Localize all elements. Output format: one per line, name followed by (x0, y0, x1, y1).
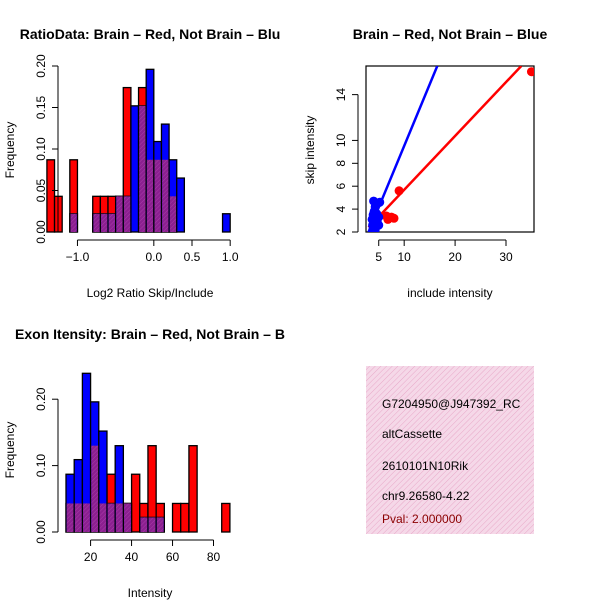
intensity-hist-bar-overlap (124, 503, 131, 532)
ratio-hist-y-tick-label: 0.05 (34, 178, 48, 202)
intensity-hist-bar-overlap (99, 503, 107, 532)
intensity-hist-bar-overlap (140, 517, 148, 532)
ratio-hist-bar-overlap (139, 105, 146, 232)
scatter-title: Brain – Red, Not Brain – Blue (353, 26, 548, 42)
scatter-y-tick-label: 14 (334, 88, 348, 102)
scatter-point-brain (381, 211, 391, 221)
scatter-ylabel: skip intensity (303, 116, 317, 185)
scatter-xlabel: include intensity (407, 286, 492, 300)
ratio-hist-bar-not-brain (176, 177, 186, 233)
ratio-hist-bar-not-brain (221, 213, 231, 233)
intensity-hist-bar-overlap (148, 517, 156, 532)
intensity-histogram: Exon Itensity: Brain – Red, Not Brain – … (3, 326, 285, 600)
pval-text: Pval: 2.000000 (382, 512, 462, 526)
scatter-fit-line-brain (367, 66, 523, 229)
intensity-hist-y-tick-label: 0.20 (34, 387, 48, 411)
intensity-hist-ylabel: Frequency (3, 422, 17, 479)
scatter-y-tick-label: 8 (334, 160, 348, 167)
ratio-histogram: RatioData: Brain – Red, Not Brain – Blu … (3, 26, 280, 300)
ratio-hist-bar-overlap (116, 196, 123, 232)
ratio-hist-bar-brain (46, 159, 56, 233)
scatter-point-brain (394, 186, 404, 196)
ratio-hist-x-tick-label: 0.0 (145, 250, 162, 264)
intensity-hist-x-tick-label: 40 (125, 550, 139, 564)
intensity-hist-title: Exon Itensity: Brain – Red, Not Brain – … (15, 326, 285, 342)
intensity-hist-bar-overlap (74, 503, 82, 532)
ratio-hist-y-tick-label: 0.15 (34, 95, 48, 119)
intensity-hist-bar-overlap (66, 503, 74, 532)
ratio-hist-bar-overlap (70, 213, 77, 232)
ratio-hist-x-tick-label: 1.0 (222, 250, 239, 264)
intensity-hist-bar-overlap (156, 517, 164, 532)
ratio-hist-y-tick-label: 0.20 (34, 54, 48, 78)
intensity-hist-x-tick-label: 80 (207, 550, 221, 564)
scatter-point-brain (526, 67, 534, 77)
intensity-hist-bar-brain (188, 445, 198, 533)
intensity-hist-x-tick-label: 20 (84, 550, 98, 564)
ratio-hist-bar-overlap (154, 159, 161, 232)
ratio-hist-bar-overlap (93, 213, 100, 232)
gene-name: 2610101N10Rik (382, 459, 469, 473)
ratio-hist-bar-overlap (108, 213, 115, 232)
info-panel: G7204950@J947392_RC altCassette 2610101N… (366, 366, 534, 534)
probe-id: G7204950@J947392_RC (382, 397, 521, 411)
ratio-hist-bar-overlap (123, 196, 131, 232)
intensity-hist-bar-brain (130, 473, 141, 533)
scatter-x-tick-label: 20 (448, 250, 462, 264)
ratio-hist-y-tick-label: 0.00 (34, 220, 48, 244)
scatter-y-tick-label: 10 (334, 133, 348, 147)
info-panel-background (366, 366, 534, 534)
ratio-hist-bar-overlap (169, 196, 177, 232)
intensity-hist-y-tick-label: 0.00 (34, 520, 48, 544)
scatter-y-tick-label: 2 (334, 228, 348, 235)
intensity-hist-bar-overlap (107, 503, 115, 532)
ratio-hist-bar-overlap (101, 213, 108, 232)
ratio-hist-xlabel: Log2 Ratio Skip/Include (87, 286, 214, 300)
scatter-x-tick-label: 10 (398, 250, 412, 264)
ratio-hist-ylabel: Frequency (3, 122, 17, 179)
scatter-point-not-brain (374, 220, 384, 230)
intensity-hist-bar-overlap (83, 503, 90, 532)
scatter-y-tick-label: 6 (334, 183, 348, 190)
scatter-point-not-brain (375, 197, 385, 207)
ratio-hist-x-tick-label: 0.5 (184, 250, 201, 264)
intensity-hist-x-tick-label: 60 (166, 550, 180, 564)
intensity-hist-bar-brain (171, 502, 182, 533)
intensity-hist-xlabel: Intensity (128, 586, 173, 600)
ratio-hist-title: RatioData: Brain – Red, Not Brain – Blu (20, 26, 281, 42)
scatter-x-tick-label: 30 (499, 250, 513, 264)
scatter-plot: Brain – Red, Not Brain – Blue 5 10 20 30 2 4 6… (303, 26, 547, 300)
scatter-x-tick-label: 5 (375, 250, 382, 264)
intensity-hist-bar-overlap (91, 445, 99, 532)
genomic-location: chr9.26580-4.22 (382, 489, 470, 503)
ratio-hist-x-tick-label: −1.0 (66, 250, 90, 264)
intensity-hist-bar-brain (221, 502, 231, 533)
intensity-hist-bar-overlap (115, 503, 123, 532)
ratio-hist-bar-overlap (146, 159, 154, 232)
ratio-hist-bar-not-brain (130, 105, 140, 233)
scatter-y-tick-label: 4 (334, 205, 348, 212)
event-type: altCassette (382, 427, 442, 441)
ratio-hist-bar-overlap (162, 159, 169, 232)
ratio-hist-y-tick-label: 0.10 (34, 137, 48, 161)
scatter-frame (365, 65, 535, 233)
intensity-hist-bar-brain (180, 502, 190, 533)
intensity-hist-y-tick-label: 0.10 (34, 454, 48, 478)
scatter-point-not-brain (367, 214, 377, 224)
